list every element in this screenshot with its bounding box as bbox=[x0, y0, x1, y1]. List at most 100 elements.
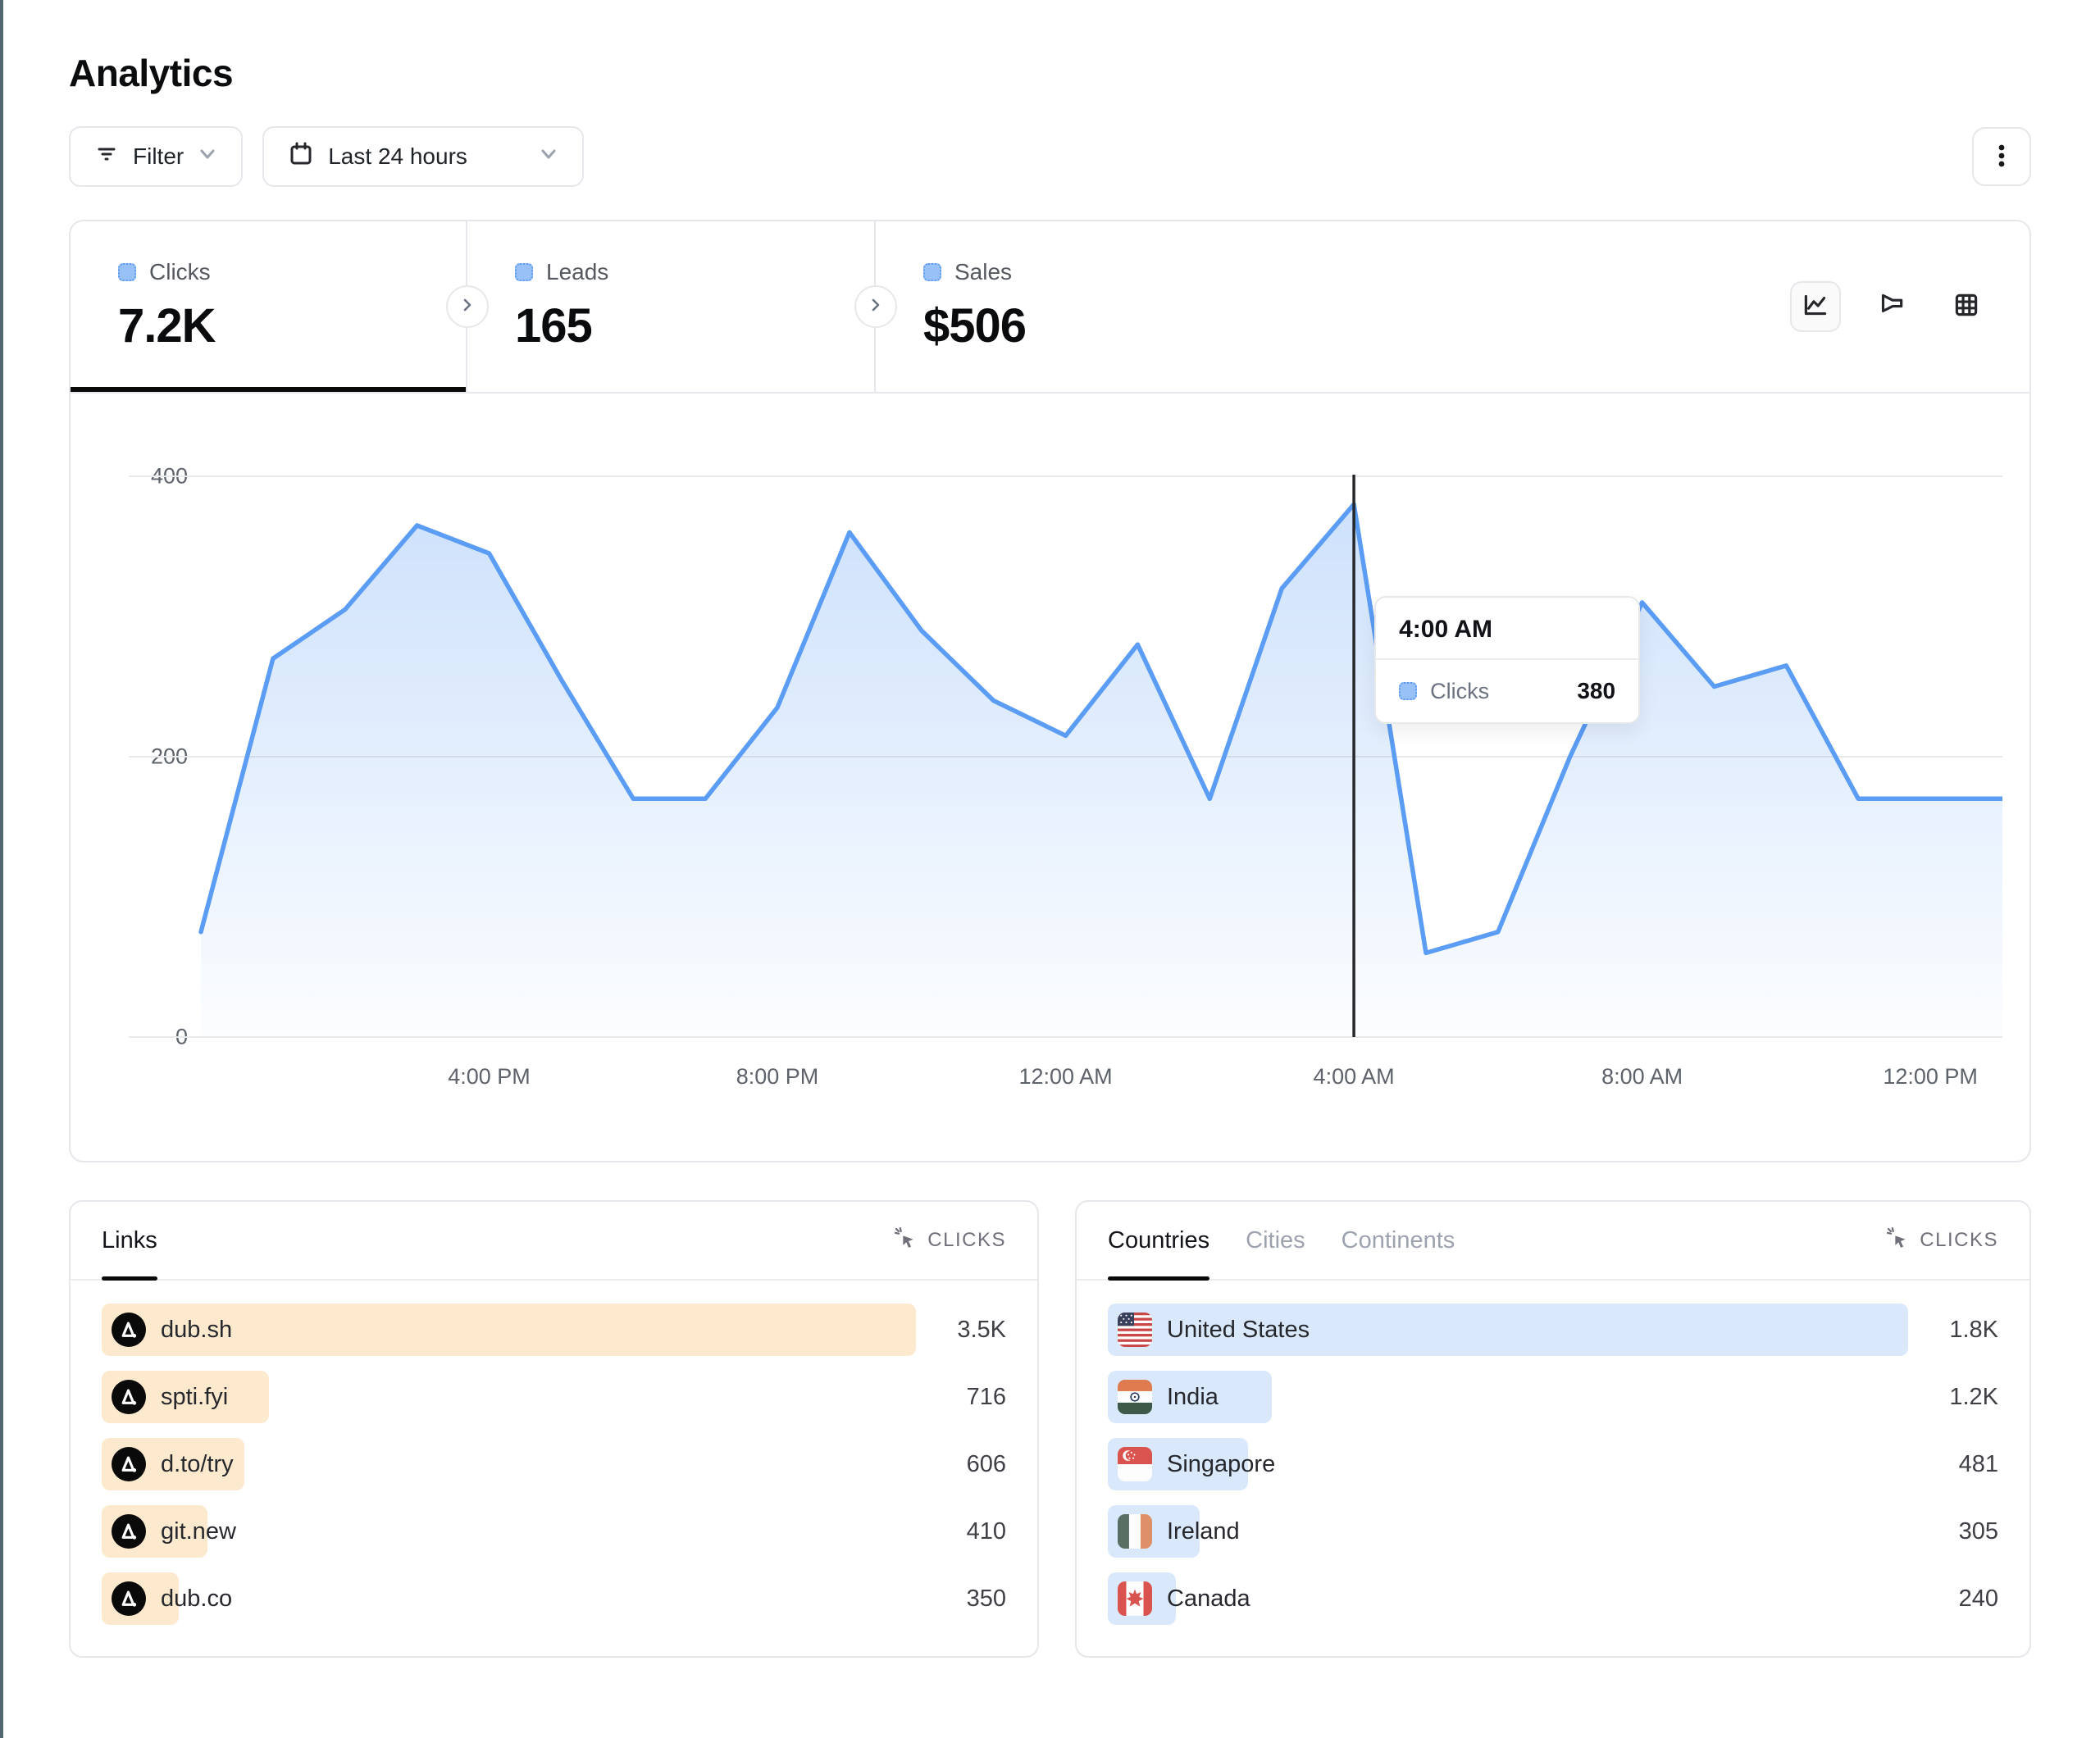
chart-view-toggles bbox=[1790, 281, 1992, 332]
india-flag-icon bbox=[1118, 1380, 1152, 1414]
link-clicks-value: 606 bbox=[966, 1450, 1006, 1477]
link-label: dub.co bbox=[161, 1585, 233, 1612]
tooltip-series-label: Clicks bbox=[1430, 678, 1490, 703]
singapore-flag-icon bbox=[1118, 1447, 1152, 1481]
country-label: Canada bbox=[1167, 1585, 1250, 1612]
tooltip-value: 380 bbox=[1577, 678, 1616, 703]
dub-logo-icon bbox=[112, 1514, 146, 1549]
dub-logo-icon bbox=[112, 1581, 146, 1616]
stat-sales-label: Sales bbox=[954, 259, 1013, 284]
date-range-button[interactable]: Last 24 hours bbox=[262, 126, 585, 187]
cursor-click-icon bbox=[893, 1226, 918, 1256]
stat-leads[interactable]: Leads 165 bbox=[467, 221, 876, 392]
x-axis-label: 8:00 AM bbox=[1601, 1064, 1683, 1089]
analytics-chart-card: Clicks 7.2K Leads 165 Sales $506 bbox=[69, 220, 2031, 1162]
country-row[interactable]: Singapore 481 bbox=[1108, 1438, 1998, 1490]
filter-button-label: Filter bbox=[133, 143, 184, 169]
funnel-icon bbox=[1875, 289, 1906, 325]
links-metric-header[interactable]: CLICKS bbox=[893, 1226, 1006, 1256]
country-row[interactable]: Canada 240 bbox=[1108, 1572, 1998, 1625]
funnel-view-button[interactable] bbox=[1865, 281, 1916, 332]
us-flag-icon bbox=[1118, 1313, 1152, 1347]
x-axis-label: 4:00 PM bbox=[448, 1064, 531, 1089]
link-label: spti.fyi bbox=[161, 1383, 229, 1410]
dub-logo-icon bbox=[112, 1380, 146, 1414]
page-title: Analytics bbox=[69, 52, 234, 94]
breakdown-panels: Links CLICKS bbox=[69, 1200, 2031, 1658]
stat-leads-value: 165 bbox=[515, 299, 593, 353]
country-row[interactable]: India 1.2K bbox=[1108, 1371, 1998, 1423]
country-clicks-value: 305 bbox=[1958, 1517, 1998, 1545]
tooltip-time: 4:00 AM bbox=[1376, 598, 1639, 660]
geo-panel: Countries Cities Continents CLICKS bbox=[1075, 1200, 2031, 1658]
chevron-down-icon bbox=[197, 143, 218, 171]
cursor-click-icon bbox=[1885, 1226, 1910, 1256]
link-clicks-value: 3.5K bbox=[957, 1316, 1006, 1343]
link-row[interactable]: d.to/try 606 bbox=[102, 1438, 1006, 1490]
stat-clicks[interactable]: Clicks 7.2K bbox=[71, 221, 467, 392]
link-row[interactable]: dub.sh 3.5K bbox=[102, 1304, 1006, 1356]
tab-continents[interactable]: Continents bbox=[1341, 1226, 1455, 1253]
toolbar: Filter Last 24 hours bbox=[69, 126, 2031, 187]
canada-flag-icon bbox=[1118, 1581, 1152, 1616]
country-label: United States bbox=[1167, 1316, 1310, 1343]
dub-logo-icon bbox=[112, 1447, 146, 1481]
stats-header: Clicks 7.2K Leads 165 Sales $506 bbox=[71, 221, 2029, 394]
leads-legend-swatch bbox=[515, 263, 533, 281]
clicks-area-chart[interactable]: 4:00 AM Clicks 380 bbox=[129, 439, 2005, 1045]
date-range-label: Last 24 hours bbox=[328, 143, 467, 169]
link-row[interactable]: git.new 410 bbox=[102, 1505, 1006, 1558]
table-view-button[interactable] bbox=[1941, 281, 1992, 332]
chart-canvas bbox=[129, 475, 2005, 1038]
link-clicks-value: 410 bbox=[966, 1517, 1006, 1545]
stat-clicks-value: 7.2K bbox=[118, 299, 216, 353]
dub-logo-icon bbox=[112, 1313, 146, 1347]
x-axis-label: 4:00 AM bbox=[1313, 1064, 1395, 1089]
link-label: d.to/try bbox=[161, 1450, 234, 1477]
stat-sales-value: $506 bbox=[923, 299, 1027, 353]
kebab-menu-icon bbox=[1988, 141, 2015, 173]
country-clicks-value: 1.8K bbox=[1949, 1316, 1998, 1343]
tab-links[interactable]: Links bbox=[102, 1202, 157, 1281]
sales-legend-swatch bbox=[923, 263, 941, 281]
ireland-flag-icon bbox=[1118, 1514, 1152, 1549]
window-edge-strip bbox=[0, 0, 3, 1738]
filter-button[interactable]: Filter bbox=[69, 126, 244, 187]
chevron-right-icon bbox=[867, 293, 885, 320]
links-metric-label: CLICKS bbox=[927, 1229, 1006, 1251]
analytics-page: Analytics Filter Last 24 hours bbox=[69, 0, 2031, 1658]
country-row[interactable]: Ireland 305 bbox=[1108, 1505, 1998, 1558]
calendar-icon bbox=[287, 140, 315, 174]
filter-icon bbox=[93, 141, 120, 173]
link-row[interactable]: dub.co 350 bbox=[102, 1572, 1006, 1625]
country-label: India bbox=[1167, 1383, 1219, 1410]
link-clicks-value: 716 bbox=[966, 1383, 1006, 1410]
links-panel: Links CLICKS bbox=[69, 1200, 1039, 1658]
tab-cities[interactable]: Cities bbox=[1246, 1226, 1305, 1253]
line-chart-view-button[interactable] bbox=[1790, 281, 1841, 332]
country-clicks-value: 481 bbox=[1958, 1450, 1998, 1477]
country-label: Ireland bbox=[1167, 1517, 1240, 1545]
chevron-down-icon bbox=[538, 143, 559, 171]
chevron-right-icon bbox=[458, 293, 476, 320]
link-clicks-value: 350 bbox=[966, 1585, 1006, 1612]
chart-tooltip: 4:00 AM Clicks 380 bbox=[1374, 596, 1641, 724]
country-row[interactable]: United States 1.8K bbox=[1108, 1304, 1998, 1356]
link-label: dub.sh bbox=[161, 1316, 233, 1343]
geo-metric-header[interactable]: CLICKS bbox=[1885, 1226, 1998, 1256]
x-axis-label: 12:00 PM bbox=[1883, 1064, 1978, 1089]
x-axis-label: 8:00 PM bbox=[736, 1064, 819, 1089]
expand-clicks-button[interactable] bbox=[446, 285, 489, 328]
clicks-legend-swatch bbox=[118, 263, 136, 281]
x-axis: 4:00 PM 8:00 PM 12:00 AM 4:00 AM 8:00 AM 12:0… bbox=[129, 1064, 2002, 1097]
link-row[interactable]: spti.fyi 716 bbox=[102, 1371, 1006, 1423]
more-options-button[interactable] bbox=[1972, 127, 2031, 186]
grid-icon bbox=[1951, 289, 1982, 325]
tab-countries[interactable]: Countries bbox=[1108, 1202, 1210, 1281]
x-axis-label: 12:00 AM bbox=[1018, 1064, 1113, 1089]
expand-leads-button[interactable] bbox=[854, 285, 897, 328]
line-chart-icon bbox=[1800, 289, 1831, 325]
country-clicks-value: 1.2K bbox=[1949, 1383, 1998, 1410]
stat-sales[interactable]: Sales $506 bbox=[876, 221, 2029, 392]
geo-metric-label: CLICKS bbox=[1920, 1229, 1998, 1251]
